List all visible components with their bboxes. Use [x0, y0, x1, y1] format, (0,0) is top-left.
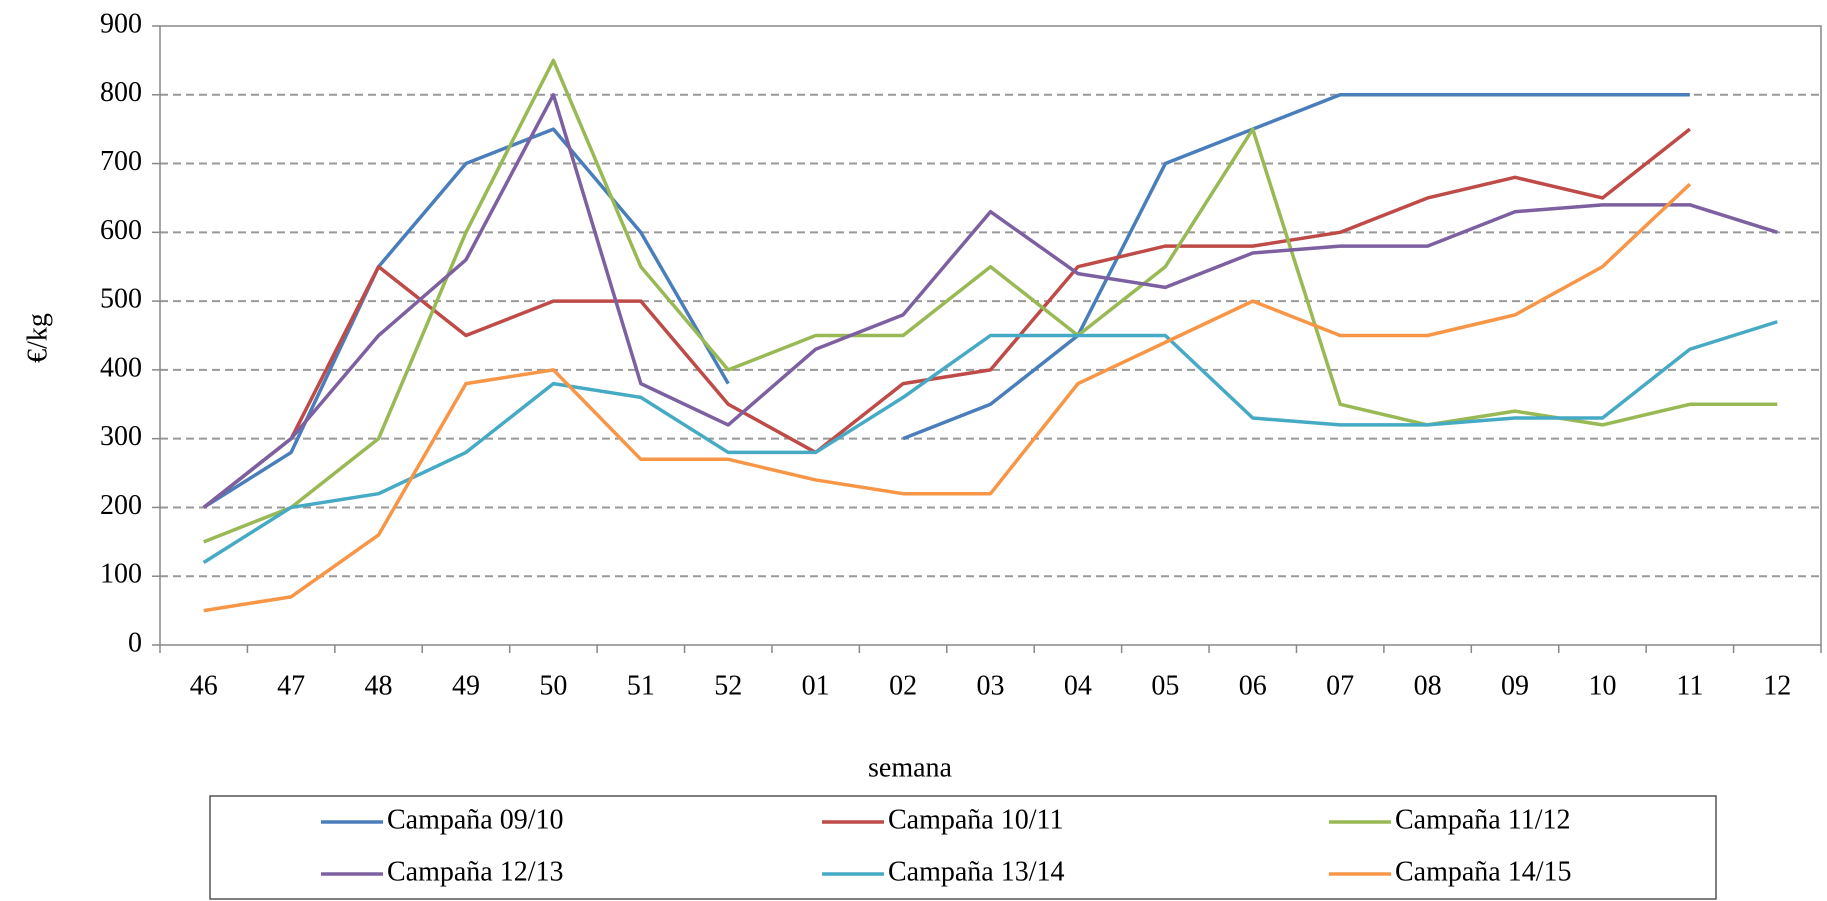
plot-frame	[159, 25, 1822, 646]
y-tick-label: 900	[100, 8, 142, 39]
x-tick-label: 08	[1414, 670, 1442, 701]
x-tick-label: 09	[1501, 670, 1529, 701]
legend-label: Campaña 10/11	[888, 804, 1063, 835]
x-tick-label: 04	[1064, 670, 1092, 701]
y-tick-label: 200	[100, 490, 142, 521]
x-tick-label: 52	[714, 670, 742, 701]
series-line	[202, 320, 1778, 564]
x-tick-label: 11	[1676, 670, 1703, 701]
x-tick-label: 49	[452, 670, 480, 701]
x-tick-label: 48	[365, 670, 393, 701]
legend-label: Campaña 14/15	[1395, 856, 1572, 887]
x-axis-title: semana	[868, 752, 953, 783]
y-tick-label: 800	[100, 77, 142, 108]
y-tick-label: 700	[100, 146, 142, 177]
y-tick-label: 300	[100, 421, 142, 452]
y-tick-label: 100	[100, 559, 142, 590]
y-tick-label: 0	[128, 627, 142, 658]
series-line	[203, 182, 1692, 613]
x-tick-label: 03	[977, 670, 1005, 701]
legend-label: Campaña 13/14	[888, 856, 1065, 887]
series-line	[202, 127, 1691, 509]
series-line	[203, 58, 1778, 544]
x-tick-label: 46	[190, 670, 218, 701]
legend-label: Campaña 09/10	[387, 804, 564, 835]
legend-label: Campaña 12/13	[387, 856, 564, 887]
x-tick-label: 47	[277, 670, 305, 701]
x-tick-label: 10	[1588, 670, 1616, 701]
series-line	[202, 93, 1778, 509]
x-tick-label: 02	[889, 670, 917, 701]
y-tick-label: 500	[100, 284, 142, 315]
y-tick-label: 400	[100, 352, 142, 383]
x-tick-label: 05	[1151, 670, 1179, 701]
x-tick-label: 07	[1326, 670, 1354, 701]
legend-box	[209, 795, 1717, 900]
legend-label: Campaña 11/12	[1395, 804, 1570, 835]
x-tick-label: 01	[802, 670, 830, 701]
x-tick-label: 51	[627, 670, 655, 701]
x-tick-label: 06	[1239, 670, 1267, 701]
series-line	[202, 93, 1690, 509]
y-axis-title: €/kg	[22, 313, 53, 363]
x-tick-label: 50	[539, 670, 567, 701]
y-tick-label: 600	[100, 215, 142, 246]
x-tick-label: 12	[1763, 670, 1791, 701]
